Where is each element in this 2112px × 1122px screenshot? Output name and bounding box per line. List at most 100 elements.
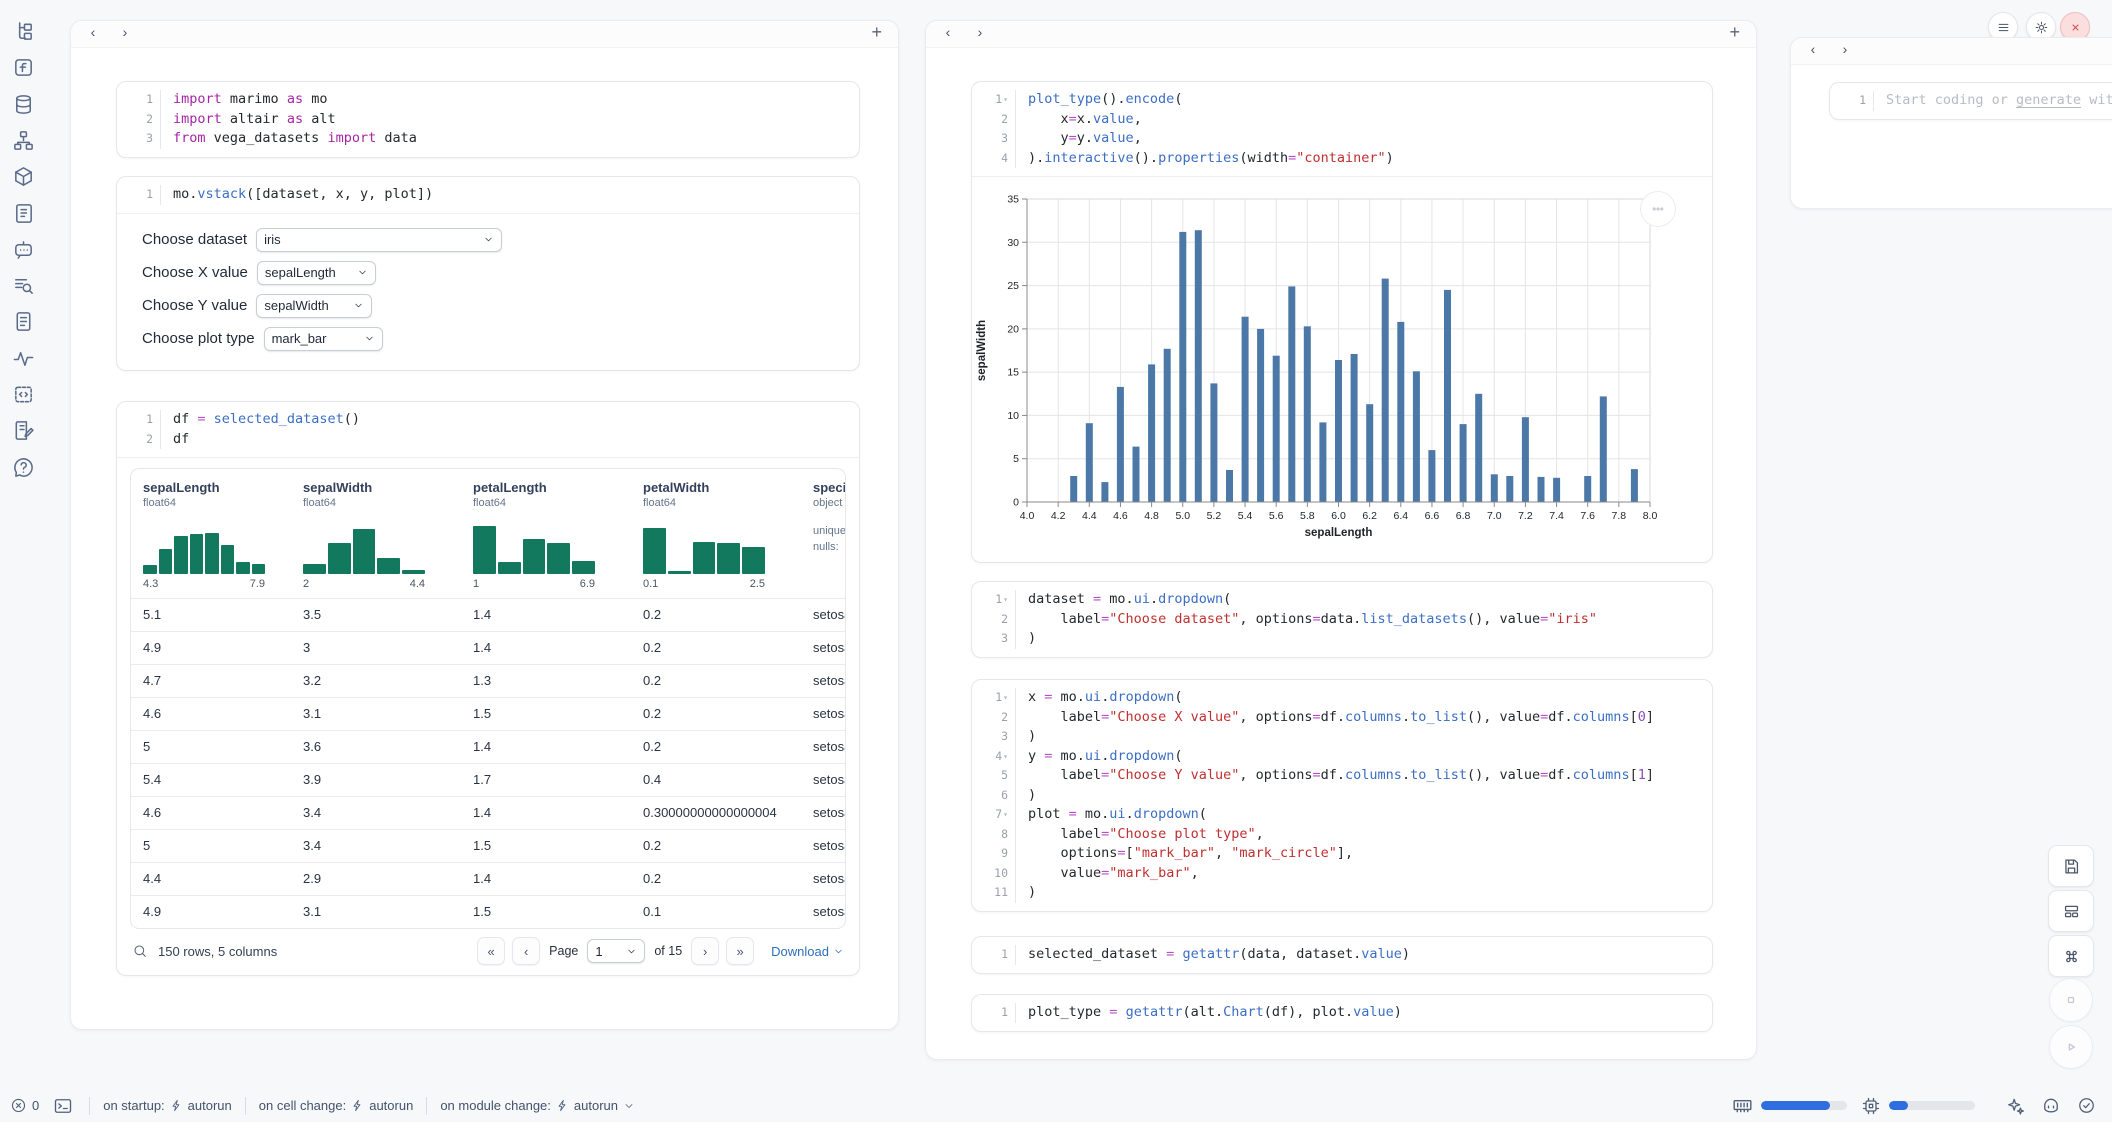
table-row[interactable]: 4.63.11.50.2setosa [131,697,845,730]
altair-bar-chart[interactable]: 4.04.24.44.64.85.05.25.45.65.86.06.26.46… [972,177,1712,562]
cell-dataset-dropdown[interactable]: 1▾dataset = mo.ui.dropdown(2 label="Choo… [971,581,1713,658]
first-page-button[interactable]: « [477,937,505,965]
sidebar-button-file-tree[interactable] [12,20,35,43]
table-row[interactable]: 4.931.40.2setosa [131,631,845,664]
chevron-left-icon[interactable]: ‹ [940,24,956,40]
page-select[interactable]: 1 [587,939,645,963]
chevron-left-icon[interactable]: ‹ [85,24,101,40]
shortcuts-button[interactable] [2048,935,2094,977]
code-text: label="Choose X value", options=df.colum… [1016,708,1654,728]
column-min: 0.1 [643,578,658,590]
last-page-button[interactable]: » [726,937,754,965]
on-module-change-setting[interactable]: on module change: autorun [440,1098,635,1113]
code-text: from vega_datasets import data [161,129,417,149]
sidebar-button-package[interactable] [12,165,35,188]
dropdown-value: sepalWidth [264,298,328,313]
chart-menu-button[interactable] [1640,191,1676,227]
error-count[interactable]: 0 [10,1097,39,1114]
table-row[interactable]: 4.73.21.30.2setosa [131,664,845,697]
line-number: 4▾ [972,747,1016,767]
table-row[interactable]: 5.13.51.40.2setosa [131,598,845,631]
code-editor[interactable]: 1mo.vstack([dataset, x, y, plot]) [117,177,859,213]
dropdown-select-choose-x-value[interactable]: sepalLength [257,261,376,285]
cell-xy-plot-dropdowns[interactable]: 1▾x = mo.ui.dropdown(2 label="Choose X v… [971,679,1713,912]
fold-chevron-icon[interactable]: ▾ [1003,688,1008,708]
cell-selected-dataset[interactable]: 1selected_dataset = getattr(data, datase… [971,936,1713,974]
table-row[interactable]: 53.61.40.2setosa [131,730,845,763]
sidebar-button-snippets[interactable] [12,383,35,406]
cell-chart[interactable]: 1▾plot_type().encode(2 x=x.value,3 y=y.v… [971,81,1713,563]
sidebar-button-function[interactable] [12,56,35,79]
sidebar-button-script[interactable] [12,202,35,225]
code-editor[interactable]: 1selected_dataset = getattr(data, datase… [972,937,1712,973]
table-row[interactable]: 4.93.11.50.1setosa [131,895,845,928]
table-row[interactable]: 4.63.41.40.30000000000000004setosa [131,796,845,829]
add-cell-icon[interactable]: + [1729,22,1740,43]
generate-link[interactable]: generate [2016,92,2081,108]
code-line: 1import marimo as mo [117,90,859,110]
dropdown-select-choose-plot-type[interactable]: mark_bar [264,327,383,351]
save-button[interactable] [2048,845,2094,887]
check-circle-icon[interactable] [2077,1096,2096,1115]
code-editor[interactable]: 1▾x = mo.ui.dropdown(2 label="Choose X v… [972,680,1712,911]
download-button[interactable]: Download [771,944,844,959]
memory-icon[interactable] [1732,1095,1753,1116]
code-text: ) [1016,786,1036,806]
code-editor[interactable]: 1 Start coding or generate with AI [1830,83,2112,119]
sidebar-button-database[interactable] [12,93,35,116]
on-cell-change-setting[interactable]: on cell change: autorun [259,1098,414,1113]
search-icon[interactable] [132,943,148,959]
on-startup-setting[interactable]: on startup: autorun [103,1098,232,1113]
stop-button[interactable] [2049,978,2093,1022]
run-button[interactable] [2049,1025,2093,1069]
sparkle-icon[interactable] [2005,1096,2025,1116]
copilot-icon[interactable] [2041,1096,2061,1116]
controls-output: Choose datasetirisChoose X valuesepalLen… [117,213,859,370]
add-cell-icon[interactable]: + [871,22,882,43]
terminal-icon[interactable] [53,1096,73,1116]
code-editor[interactable]: 1df = selected_dataset()2df [117,402,859,457]
sidebar-button-chat-bot[interactable] [12,238,35,261]
sidebar-button-activity[interactable] [12,347,35,370]
table-cell: 1.4 [473,599,643,631]
chevron-right-icon[interactable]: › [1837,41,1853,57]
column-header-petalWidth[interactable]: petalWidthfloat640.12.5 [643,479,813,590]
fold-chevron-icon[interactable]: ▾ [1003,747,1008,767]
fold-chevron-icon[interactable]: ▾ [1003,90,1008,110]
code-line: 1df = selected_dataset() [117,410,859,430]
column-header-sepalLength[interactable]: sepalLengthfloat644.37.9 [143,479,303,590]
code-text: import marimo as mo [161,90,327,110]
cell-plot-type[interactable]: 1plot_type = getattr(alt.Chart(df), plot… [971,994,1713,1032]
chevron-right-icon[interactable]: › [972,24,988,40]
sidebar-button-help[interactable] [12,456,35,479]
cell-empty[interactable]: 1 Start coding or generate with AI [1829,82,2112,120]
cell-controls[interactable]: 1mo.vstack([dataset, x, y, plot]) Choose… [116,176,860,371]
fold-chevron-icon[interactable]: ▾ [1003,590,1008,610]
chevron-right-icon[interactable]: › [117,24,133,40]
next-page-button[interactable]: › [691,937,719,965]
dropdown-select-choose-dataset[interactable]: iris [256,228,502,252]
code-editor[interactable]: 1▾dataset = mo.ui.dropdown(2 label="Choo… [972,582,1712,657]
prev-page-button[interactable]: ‹ [512,937,540,965]
column-header-petalLength[interactable]: petalLengthfloat6416.9 [473,479,643,590]
table-row[interactable]: 5.43.91.70.4setosa [131,763,845,796]
chevron-left-icon[interactable]: ‹ [1805,41,1821,57]
code-editor[interactable]: 1▾plot_type().encode(2 x=x.value,3 y=y.v… [972,82,1712,176]
dropdown-select-choose-y-value[interactable]: sepalWidth [256,294,372,318]
table-cell: setosa [813,632,846,664]
sidebar-button-document[interactable] [12,310,35,333]
layout-button[interactable] [2048,890,2094,932]
column-header-sepalWidth[interactable]: sepalWidthfloat6424.4 [303,479,473,590]
cell-imports[interactable]: 1import marimo as mo2import altair as al… [116,81,860,158]
cell-dataframe[interactable]: 1df = selected_dataset()2df sepalLengthf… [116,401,860,976]
sidebar-button-scratchpad[interactable] [12,419,35,442]
column-header-species[interactable]: speciesobjectuniquenulls: [813,479,846,590]
table-row[interactable]: 4.42.91.40.2setosa [131,862,845,895]
cpu-icon[interactable] [1861,1096,1881,1116]
code-editor[interactable]: 1import marimo as mo2import altair as al… [117,82,859,157]
sidebar-button-search-list[interactable] [12,274,35,297]
code-editor[interactable]: 1plot_type = getattr(alt.Chart(df), plot… [972,995,1712,1031]
sidebar-button-org-chart[interactable] [12,129,35,152]
fold-chevron-icon[interactable]: ▾ [1003,805,1008,825]
table-row[interactable]: 53.41.50.2setosa [131,829,845,862]
